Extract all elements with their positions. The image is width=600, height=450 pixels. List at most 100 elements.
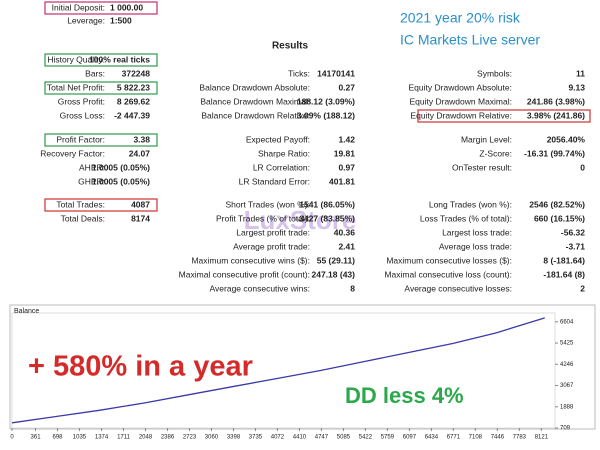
field-label: Bars:	[85, 68, 105, 78]
x-tick-label: 3060	[205, 435, 219, 441]
field-label: GHPR:	[78, 176, 105, 186]
field-value: 1 000.00	[110, 2, 143, 12]
field-value: 1:500	[110, 15, 132, 25]
overlay-title: 2021 year 20% risk	[400, 10, 521, 26]
field-label: Total Net Profit:	[47, 82, 105, 92]
field-value: 401.81	[329, 176, 355, 186]
field-value: 1.0005 (0.05%)	[92, 162, 150, 172]
x-tick-label: 1374	[95, 435, 109, 441]
field-value: 3.09% (188.12)	[297, 110, 355, 120]
field-label: Leverage:	[67, 15, 105, 25]
field-value: 1.42	[338, 134, 355, 144]
field-value: -56.32	[561, 227, 585, 237]
field-label: AHPR:	[79, 162, 105, 172]
field-label: Equity Drawdown Maximal:	[409, 96, 512, 106]
highlight-box	[44, 81, 158, 95]
field-label: OnTester result:	[452, 162, 512, 172]
field-label: Equity Drawdown Absolute:	[409, 82, 512, 92]
field-value: 8174	[131, 213, 150, 223]
y-tick-label: 3067	[560, 383, 574, 389]
x-tick-label: 6097	[403, 435, 417, 441]
field-label: Balance Drawdown Absolute:	[199, 82, 310, 92]
chart-frame	[9, 304, 596, 430]
x-tick-label: 7446	[491, 435, 505, 441]
field-value: 2056.40%	[547, 134, 586, 144]
field-value: 372248	[122, 68, 151, 78]
x-tick-label: 2723	[183, 435, 197, 441]
field-value: 24.07	[129, 148, 151, 158]
field-value: 2	[580, 283, 585, 293]
field-label: Maximum consecutive wins ($):	[191, 255, 310, 265]
field-value: 2546 (82.52%)	[529, 199, 585, 209]
y-tick-label: 5425	[560, 341, 574, 347]
field-value: -181.64 (8)	[543, 269, 585, 279]
field-value: 11	[576, 68, 585, 78]
x-tick-label: 7108	[469, 435, 483, 441]
field-label: Gross Profit:	[58, 96, 105, 106]
y-tick-label: 4246	[560, 362, 574, 368]
y-tick-label: 6604	[560, 319, 574, 325]
field-value: 3.38	[133, 134, 150, 144]
field-value: 2.41	[338, 241, 355, 251]
x-tick-label: 8121	[535, 435, 549, 441]
field-label: Gross Loss:	[60, 110, 105, 120]
field-label: Short Trades (won %):	[225, 199, 310, 209]
chart-title: Balance	[14, 308, 39, 315]
x-tick-label: 4747	[315, 435, 329, 441]
field-value: 8 269.62	[117, 96, 150, 106]
field-label: Average consecutive wins:	[210, 283, 310, 293]
x-tick-label: 7783	[513, 435, 527, 441]
x-tick-label: 4072	[271, 435, 285, 441]
field-label: Z-Score:	[479, 148, 512, 158]
field-value: 40.36	[334, 227, 356, 237]
x-tick-label: 698	[52, 435, 63, 441]
field-label: Expected Payoff:	[246, 134, 310, 144]
x-tick-label: 361	[31, 435, 42, 441]
field-label: Initial Deposit:	[52, 2, 105, 12]
field-label: Recovery Factor:	[40, 148, 105, 158]
x-tick-label: 2048	[139, 435, 153, 441]
field-label: Maximal consecutive profit (count):	[179, 269, 310, 279]
y-tick-label: 1888	[560, 404, 574, 410]
field-label: Loss Trades (% of total):	[420, 213, 512, 223]
field-value: -16.31 (99.74%)	[524, 148, 585, 158]
highlight-box	[417, 109, 591, 123]
y-tick-label: 709	[560, 426, 571, 432]
watermark: LuxStore	[244, 205, 357, 235]
field-value: -3.71	[566, 241, 586, 251]
field-label: Ticks:	[288, 68, 310, 78]
field-label: Total Deals:	[61, 213, 105, 223]
field-value: -2 447.39	[114, 110, 150, 120]
x-tick-label: 1035	[73, 435, 87, 441]
field-value: 241.86 (3.98%)	[527, 96, 585, 106]
field-value: 660 (16.15%)	[534, 213, 585, 223]
x-tick-label: 1711	[117, 435, 131, 441]
field-label: Symbols:	[477, 68, 512, 78]
highlight-box	[44, 198, 158, 212]
field-value: 0.97	[338, 162, 355, 172]
field-value: 188.12 (3.09%)	[297, 96, 355, 106]
x-tick-label: 6771	[447, 435, 461, 441]
field-value: 14170141	[317, 68, 355, 78]
field-value: 1541 (86.05%)	[299, 199, 355, 209]
field-label: Margin Level:	[461, 134, 512, 144]
field-value: 55 (29.11)	[317, 255, 355, 265]
field-value: 19.81	[334, 148, 356, 158]
field-label: Profit Factor:	[56, 134, 105, 144]
overlay-subtitle: IC Markets Live server	[400, 32, 540, 48]
gain-annotation: + 580% in a year	[28, 351, 253, 383]
highlight-box	[44, 53, 158, 67]
field-label: Profit Trades (% of total):	[216, 213, 310, 223]
field-value: 8 (-181.64)	[543, 255, 585, 265]
field-value: 247.18 (43)	[312, 269, 356, 279]
field-value: 0	[580, 162, 585, 172]
field-label: LR Correlation:	[253, 162, 310, 172]
drawdown-annotation: DD less 4%	[345, 383, 464, 408]
x-tick-label: 5085	[337, 435, 351, 441]
plot-area	[11, 312, 556, 429]
field-value: 4087	[131, 199, 150, 209]
highlight-box	[44, 133, 158, 147]
field-value: 3427 (83.85%)	[299, 213, 355, 223]
